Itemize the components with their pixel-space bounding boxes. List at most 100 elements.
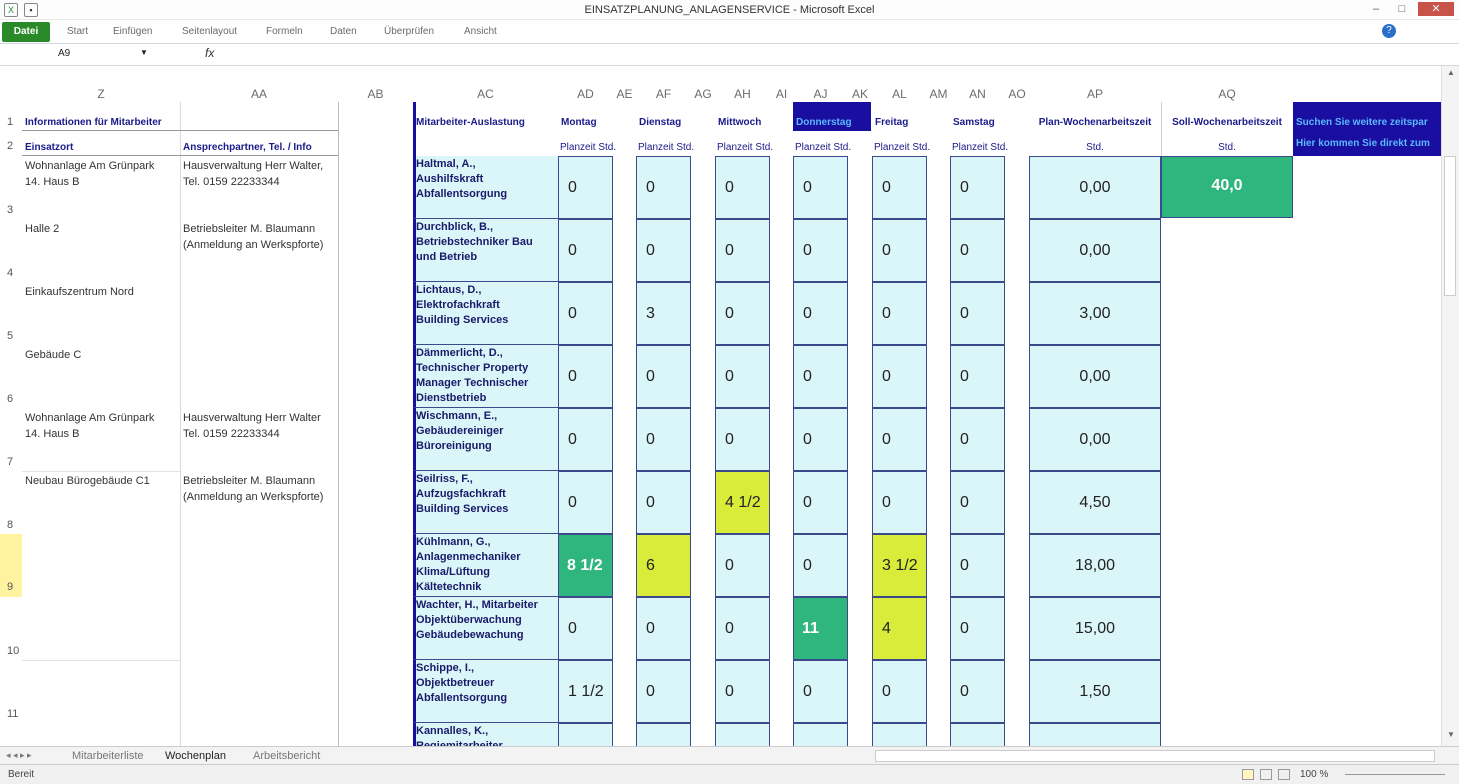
tab-seitenlayout[interactable]: Seitenlayout — [182, 26, 238, 37]
employee-name-cell[interactable] — [413, 156, 558, 219]
hours-cell[interactable]: 0 — [636, 408, 691, 471]
page-layout-icon[interactable] — [1260, 769, 1272, 780]
col-header-am[interactable]: AM — [929, 87, 948, 101]
hours-cell[interactable]: 0 — [950, 723, 1005, 746]
row-number[interactable]: 1 — [7, 116, 14, 128]
hours-cell[interactable]: 0 — [793, 723, 848, 746]
hours-cell[interactable]: 0 — [950, 471, 1005, 534]
name-box[interactable]: A9 ▼ — [8, 47, 148, 63]
normal-view-icon[interactable] — [1242, 769, 1254, 780]
hours-cell[interactable]: 0 — [715, 156, 770, 219]
row-number[interactable]: 9 — [0, 534, 22, 597]
hours-cell[interactable]: 0 — [793, 471, 848, 534]
search-banner[interactable]: Suchen Sie weitere zeitspar Hier kommen … — [1293, 102, 1441, 156]
tab-einfuegen[interactable]: Einfügen — [113, 26, 153, 37]
hours-cell[interactable]: 0 — [950, 597, 1005, 660]
close-icon[interactable]: ✕ — [1418, 2, 1454, 16]
fx-icon[interactable]: fx — [205, 46, 215, 60]
plan-total-cell[interactable]: 0,00 — [1029, 219, 1161, 282]
hours-cell[interactable]: 0 — [715, 597, 770, 660]
help-icon[interactable]: ? — [1382, 24, 1396, 38]
tab-daten[interactable]: Daten — [330, 26, 357, 37]
chevron-down-icon[interactable]: ▼ — [140, 48, 148, 57]
hours-cell[interactable]: 0 — [636, 723, 691, 746]
minimize-icon[interactable]: – — [1372, 3, 1380, 15]
col-header-ag[interactable]: AG — [694, 87, 712, 101]
row-number[interactable]: 8 — [7, 519, 14, 531]
tab-formeln[interactable]: Formeln — [266, 26, 303, 37]
hours-cell[interactable]: 0 — [636, 597, 691, 660]
col-header-ap[interactable]: AP — [1086, 87, 1103, 101]
hours-cell[interactable]: 0 — [558, 408, 613, 471]
hours-cell[interactable]: 0 — [636, 156, 691, 219]
sheet-tab-arbeitsbericht[interactable]: Arbeitsbericht — [253, 750, 321, 762]
hours-cell[interactable]: 0 — [793, 282, 848, 345]
col-header-ad[interactable]: AD — [577, 87, 594, 101]
employee-name-cell[interactable] — [413, 723, 558, 746]
tab-file[interactable]: Datei — [2, 22, 50, 42]
hours-cell[interactable]: 0 — [872, 660, 927, 723]
hours-cell[interactable]: 0 — [872, 345, 927, 408]
plan-total-cell[interactable]: 3,00 — [1029, 282, 1161, 345]
hours-cell[interactable]: 0 — [558, 723, 613, 746]
col-header-aa[interactable]: AA — [250, 87, 267, 101]
save-icon[interactable]: ▪ — [24, 3, 38, 17]
col-header-ai[interactable]: AI — [775, 87, 788, 101]
hours-cell[interactable]: 1 1/2 — [558, 660, 613, 723]
plan-total-cell[interactable]: 0,00 — [1029, 723, 1161, 746]
col-header-aj[interactable]: AJ — [813, 87, 828, 101]
tab-nav-icon[interactable]: ◂ ◂ ▸ ▸ — [6, 750, 32, 760]
row-number[interactable]: 5 — [7, 330, 14, 342]
row-number[interactable]: 11 — [7, 708, 19, 720]
hours-cell[interactable]: 0 — [715, 660, 770, 723]
hours-cell[interactable]: 0 — [558, 219, 613, 282]
page-break-icon[interactable] — [1278, 769, 1290, 780]
hours-cell[interactable]: 0 — [872, 282, 927, 345]
hours-cell[interactable]: 0 — [636, 219, 691, 282]
hours-cell[interactable]: 0 — [558, 597, 613, 660]
hours-cell[interactable]: 0 — [950, 534, 1005, 597]
col-header-ao[interactable]: AO — [1008, 87, 1026, 101]
hours-cell[interactable]: 0 — [715, 219, 770, 282]
row-number[interactable]: 6 — [7, 393, 14, 405]
plan-total-cell[interactable]: 15,00 — [1029, 597, 1161, 660]
employee-name-cell[interactable] — [413, 597, 558, 660]
zoom-slider[interactable] — [1345, 774, 1445, 775]
hours-cell[interactable]: 0 — [558, 282, 613, 345]
employee-name-cell[interactable] — [413, 282, 558, 345]
col-header-z[interactable]: Z — [97, 87, 105, 101]
soll-value-cell[interactable]: 40,0 — [1161, 156, 1293, 218]
hours-cell[interactable]: 0 — [950, 660, 1005, 723]
maximize-icon[interactable]: □ — [1398, 3, 1406, 15]
hours-cell[interactable]: 0 — [950, 282, 1005, 345]
hours-cell[interactable]: 0 — [558, 345, 613, 408]
hours-cell[interactable]: 0 — [872, 408, 927, 471]
employee-name-cell[interactable] — [413, 471, 558, 534]
row-number[interactable]: 3 — [7, 204, 14, 216]
hours-cell[interactable]: 0 — [793, 156, 848, 219]
employee-name-cell[interactable] — [413, 219, 558, 282]
hours-cell[interactable]: 11 — [793, 597, 848, 660]
row-number[interactable]: 10 — [7, 645, 20, 657]
scroll-down-icon[interactable]: ▼ — [1447, 730, 1455, 739]
hours-cell[interactable]: 0 — [950, 219, 1005, 282]
plan-total-cell[interactable]: 1,50 — [1029, 660, 1161, 723]
plan-total-cell[interactable]: 18,00 — [1029, 534, 1161, 597]
hours-cell[interactable]: 0 — [872, 156, 927, 219]
employee-name-cell[interactable] — [413, 534, 558, 597]
hours-cell[interactable]: 8 1/2 — [558, 534, 613, 597]
hours-cell[interactable]: 6 — [636, 534, 691, 597]
hours-cell[interactable]: 0 — [872, 471, 927, 534]
plan-total-cell[interactable]: 0,00 — [1029, 345, 1161, 408]
employee-name-cell[interactable] — [413, 660, 558, 723]
plan-total-cell[interactable]: 0,00 — [1029, 156, 1161, 219]
hours-cell[interactable]: 0 — [636, 660, 691, 723]
hours-cell[interactable]: 0 — [715, 345, 770, 408]
scroll-thumb[interactable] — [1444, 156, 1456, 296]
hours-cell[interactable]: 0 — [558, 156, 613, 219]
vertical-scrollbar[interactable]: ▲ ▼ — [1441, 66, 1459, 746]
hours-cell[interactable]: 0 — [715, 723, 770, 746]
sheet-tab-mitarbeiterliste[interactable]: Mitarbeiterliste — [72, 750, 144, 762]
col-header-ab[interactable]: AB — [367, 87, 384, 101]
hours-cell[interactable]: 0 — [793, 534, 848, 597]
